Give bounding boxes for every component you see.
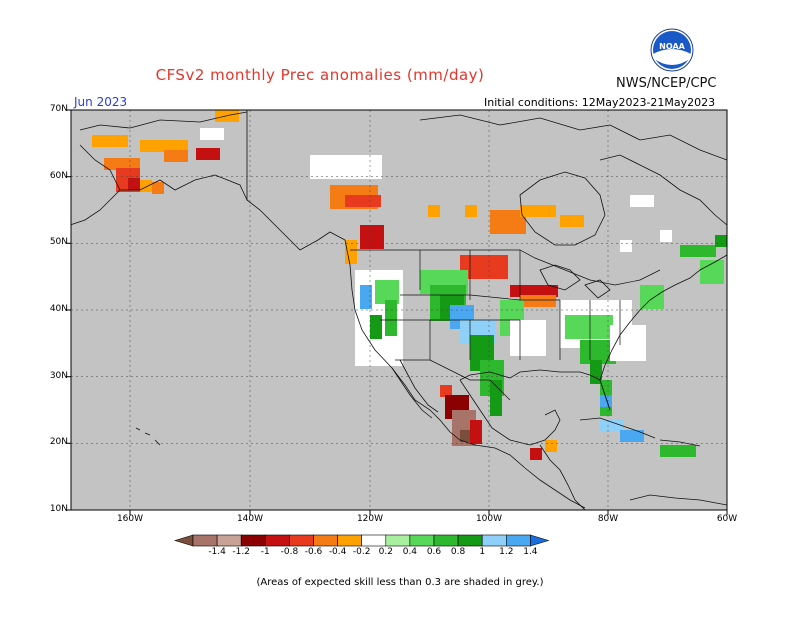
- lat-label-60n: 60N: [49, 171, 68, 181]
- colorbar-swatch: [433, 534, 459, 547]
- colorbar-swatch: [289, 534, 314, 547]
- anomaly-cell: [680, 245, 716, 257]
- colorbar-swatch: [361, 534, 387, 547]
- agency-label: NWS/NCEP/CPC: [616, 76, 717, 91]
- anomaly-cell: [620, 240, 632, 252]
- footnote: (Areas of expected skill less than 0.3 a…: [256, 577, 544, 588]
- logo-text: NOAA: [659, 42, 685, 51]
- lon-label-100w: 100W: [475, 514, 503, 524]
- colorbar-label: 1.4: [523, 547, 538, 557]
- anomaly-cell: [590, 360, 602, 384]
- lon-label-80w: 80W: [597, 514, 619, 524]
- colorbar-swatch: [264, 534, 290, 547]
- chart-title: CFSv2 monthly Prec anomalies (mm/day): [155, 66, 485, 84]
- anomaly-cell: [630, 195, 654, 207]
- anomaly-cell: [360, 285, 372, 309]
- colorbar-swatch: [481, 534, 507, 547]
- anomaly-cell: [660, 445, 696, 457]
- colorbar-label: -0.8: [280, 547, 299, 557]
- colorbar-label: 0.6: [426, 547, 442, 557]
- anomaly-cell: [440, 385, 452, 397]
- colorbar-swatch: [313, 534, 338, 547]
- anomaly-cell: [600, 420, 624, 432]
- political-borders: [350, 249, 661, 401]
- anomaly-cell: [600, 395, 612, 407]
- graticule: [71, 110, 727, 510]
- lon-label-160w: 160W: [116, 514, 144, 524]
- colorbar-swatch: [192, 534, 218, 547]
- anomaly-cell: [510, 320, 546, 356]
- anomaly-cell: [640, 285, 664, 309]
- colorbar-label: 0.8: [450, 547, 466, 557]
- colorbar-swatch: [216, 534, 242, 547]
- anomaly-cell: [385, 300, 397, 336]
- anomaly-cell: [520, 205, 556, 217]
- forecast-month: Jun 2023: [74, 95, 128, 109]
- anomaly-cell: [715, 235, 727, 247]
- anomaly-cell: [428, 205, 440, 217]
- colorbar-swatch: [240, 534, 266, 547]
- lat-label-50n: 50N: [49, 237, 68, 247]
- anomaly-cell: [152, 182, 164, 194]
- anomaly-cell: [545, 440, 557, 452]
- lat-label-20n: 20N: [49, 437, 68, 447]
- lat-label-70n: 70N: [49, 104, 68, 114]
- colorbar-label: 1.2: [499, 547, 514, 557]
- anomaly-cell: [565, 315, 613, 339]
- colorbar-label: -1.2: [232, 547, 250, 557]
- anomaly-cell: [104, 158, 140, 170]
- anomaly-cell: [345, 195, 381, 207]
- anomaly-cell: [164, 150, 188, 162]
- lat-label-40n: 40N: [49, 304, 68, 314]
- anomaly-cell: [196, 148, 220, 160]
- lon-label-140w: 140W: [236, 514, 264, 524]
- initial-conditions: Initial conditions: 12May2023-21May2023: [484, 96, 716, 109]
- colorbar-label: 0.4: [402, 547, 418, 557]
- lon-label-60w: 60W: [716, 514, 738, 524]
- anomaly-cell: [560, 215, 584, 227]
- colorbar-arrow-left: [173, 534, 194, 547]
- colorbar-label: -1.4: [208, 547, 226, 557]
- anomaly-cell: [465, 205, 477, 217]
- anomaly-cell: [140, 140, 188, 152]
- lat-label-30n: 30N: [49, 371, 68, 381]
- colorbar-swatch: [385, 534, 411, 547]
- lat-label-10n: 10N: [49, 504, 68, 514]
- noaa-logo: NOAA: [650, 28, 694, 72]
- anomaly-cell: [520, 295, 556, 307]
- anomaly-cell: [470, 420, 482, 444]
- colorbar-label: -0.6: [304, 547, 323, 557]
- colorbar-swatch: [409, 534, 435, 547]
- colorbar-label: 1: [479, 547, 486, 557]
- colorbar-arrow-right: [530, 534, 550, 547]
- anomaly-cell: [140, 180, 152, 192]
- colorbar-label: -0.4: [328, 547, 347, 557]
- colorbar-label: -0.2: [352, 547, 371, 557]
- anomaly-cell: [510, 285, 558, 297]
- axis-ticks: [66, 109, 728, 515]
- anomaly-cell: [360, 225, 384, 249]
- anomaly-cell: [200, 128, 224, 140]
- anomaly-cell: [530, 448, 542, 460]
- anomaly-cell: [345, 240, 357, 264]
- colorbar-swatch: [337, 534, 363, 547]
- lon-label-120w: 120W: [356, 514, 384, 524]
- colorbar-label: 0.2: [378, 547, 393, 557]
- anomaly-cell: [660, 230, 672, 242]
- anomaly-cell: [128, 178, 140, 190]
- colorbar-swatch: [457, 534, 483, 547]
- coastlines: [71, 110, 727, 510]
- anomaly-cell: [460, 430, 472, 442]
- anomaly-cell: [370, 315, 382, 339]
- colorbar-label: -1: [260, 547, 270, 557]
- colorbar-swatch: [505, 534, 531, 547]
- anomaly-cell: [620, 430, 644, 442]
- anomaly-cell: [92, 135, 128, 147]
